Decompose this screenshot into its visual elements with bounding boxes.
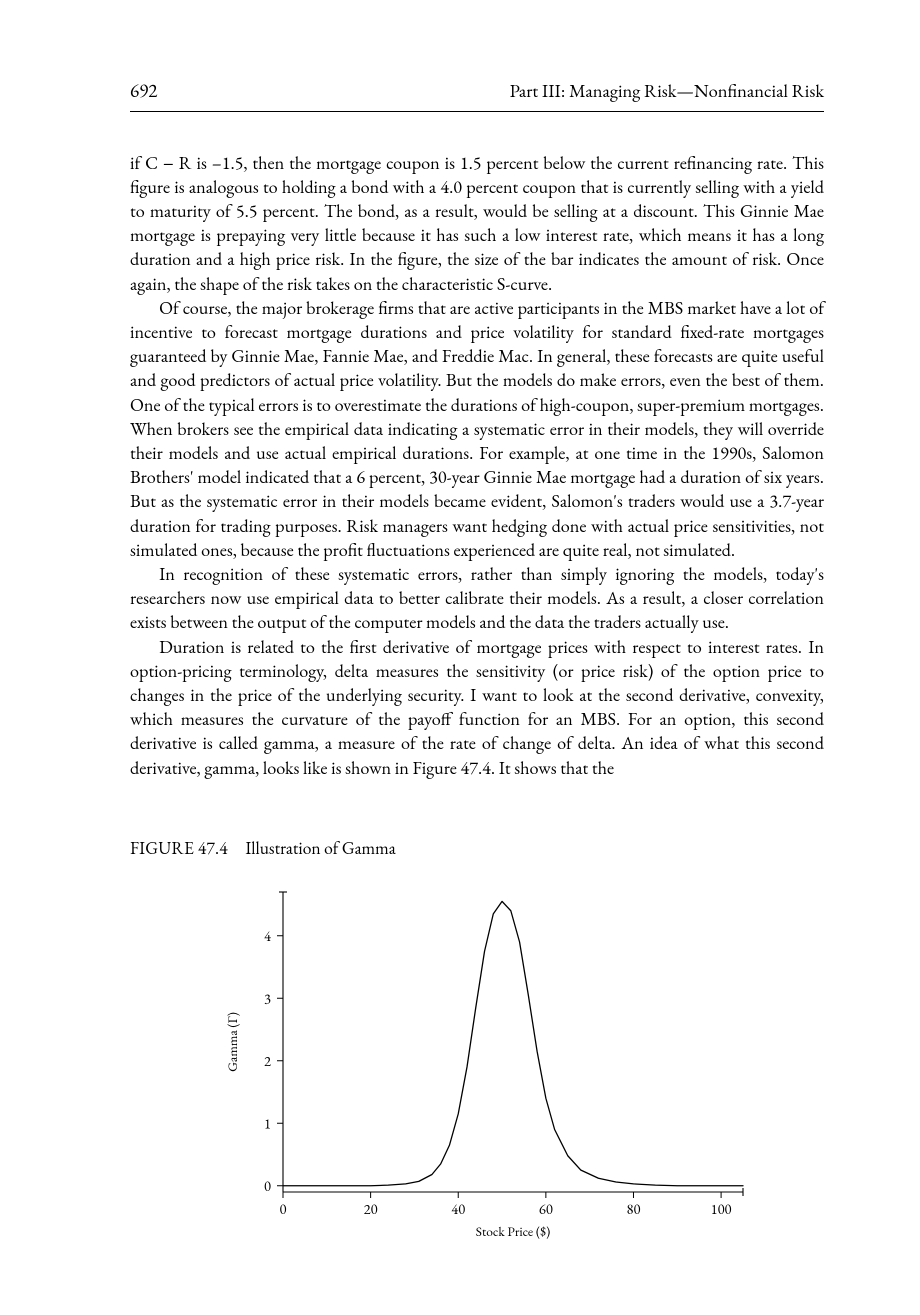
svg-text:Stock Price ($): Stock Price ($) xyxy=(476,1223,551,1241)
running-header: 692 Part III: Managing Risk—Nonfinancial… xyxy=(130,78,824,112)
svg-text:40: 40 xyxy=(451,1200,465,1219)
figure-title: Illustration of Gamma xyxy=(245,837,395,860)
svg-text:80: 80 xyxy=(627,1200,641,1219)
svg-text:2: 2 xyxy=(264,1052,271,1071)
svg-text:60: 60 xyxy=(539,1200,553,1219)
figure-caption: FIGURE 47.4 Illustration of Gamma xyxy=(130,837,824,860)
svg-text:20: 20 xyxy=(364,1200,378,1219)
svg-text:3: 3 xyxy=(264,989,271,1008)
body-paragraph: if C − R is –1.5, then the mortgage coup… xyxy=(130,152,824,297)
svg-text:100: 100 xyxy=(711,1200,732,1219)
svg-text:4: 4 xyxy=(264,927,271,946)
gamma-chart: 01234020406080100Gamma (Γ)Stock Price ($… xyxy=(130,878,824,1248)
body-paragraph: In recognition of these systematic error… xyxy=(130,563,824,636)
svg-text:0: 0 xyxy=(264,1177,271,1196)
svg-text:Gamma (Γ): Gamma (Γ) xyxy=(224,1012,242,1072)
figure-number: FIGURE 47.4 xyxy=(130,837,228,860)
section-title: Part III: Managing Risk—Nonfinancial Ris… xyxy=(510,79,824,104)
svg-text:1: 1 xyxy=(264,1114,271,1133)
page-number: 692 xyxy=(130,78,157,103)
body-paragraph: Of course, the major brokerage firms tha… xyxy=(130,297,824,563)
gamma-chart-svg: 01234020406080100Gamma (Γ)Stock Price ($… xyxy=(197,878,757,1248)
body-paragraph: Duration is related to the first derivat… xyxy=(130,636,824,781)
svg-text:0: 0 xyxy=(280,1200,287,1219)
